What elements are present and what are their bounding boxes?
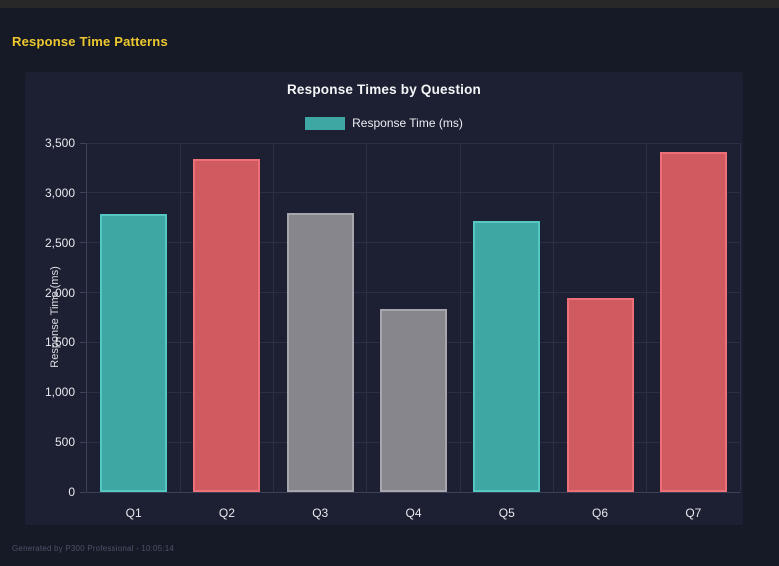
x-tick-label: Q3 (312, 506, 329, 520)
chart-panel: Response Times by Question Response Time… (25, 72, 743, 525)
y-tick-label: 2,500 (44, 235, 75, 250)
x-tick-label: Q5 (498, 506, 515, 520)
gridline-v (552, 143, 554, 492)
gridline-v (366, 143, 368, 492)
gridline-h (87, 192, 740, 194)
y-tick-mark (80, 292, 86, 294)
bar-q7[interactable] (660, 152, 727, 492)
gridline-h (87, 292, 740, 294)
y-axis-line (86, 143, 87, 492)
x-tick-label: Q7 (685, 506, 702, 520)
legend-label: Response Time (ms) (352, 116, 463, 130)
gridline-v (459, 143, 461, 492)
y-axis-title: Response Time (ms) (49, 266, 61, 368)
page-heading: Response Time Patterns (12, 34, 168, 49)
y-tick-mark (80, 192, 86, 194)
chart-title: Response Times by Question (286, 82, 481, 97)
bar-q1[interactable] (100, 214, 167, 492)
gridline-v (646, 143, 648, 492)
y-tick-mark (80, 441, 86, 443)
bar-q5[interactable] (473, 221, 540, 492)
y-tick-label: 500 (54, 435, 75, 450)
x-tick-label: Q4 (405, 506, 422, 520)
gridline-h (87, 242, 740, 244)
footer-text: Generated by P300 Professional - 10:05:1… (12, 544, 175, 553)
y-tick-mark (80, 142, 86, 144)
y-tick-label: 1,000 (44, 385, 75, 400)
y-tick-label: 3,500 (44, 136, 75, 150)
bar-q2[interactable] (193, 159, 260, 492)
gridline-v (273, 143, 275, 492)
y-tick-label: 3,000 (44, 185, 75, 200)
bar-q3[interactable] (287, 213, 354, 492)
y-tick-label: 0 (68, 485, 75, 499)
x-tick-label: Q2 (218, 506, 235, 520)
x-tick-label: Q1 (125, 506, 142, 520)
y-tick-mark (80, 491, 86, 493)
window-topbar (0, 0, 779, 8)
x-axis-line (87, 492, 740, 493)
legend-swatch (305, 116, 346, 130)
bar-q4[interactable] (380, 309, 447, 492)
gridline-v (739, 143, 741, 492)
plot-area: 0 500 1,000 1,500 2,000 2,500 3,000 3,500 Q1 Q2 Q3… (45, 136, 741, 520)
gridline-v (179, 143, 181, 492)
legend-item-response-time[interactable]: Response Time (ms) (25, 116, 743, 130)
y-tick-mark (80, 391, 86, 393)
gridline-h (87, 142, 740, 144)
x-tick-label: Q6 (592, 506, 609, 520)
y-tick-mark (80, 341, 86, 343)
y-tick-label: 2,000 (44, 285, 75, 300)
y-tick-mark (80, 242, 86, 244)
y-tick-label: 1,500 (44, 335, 75, 350)
bar-q6[interactable] (567, 298, 634, 492)
